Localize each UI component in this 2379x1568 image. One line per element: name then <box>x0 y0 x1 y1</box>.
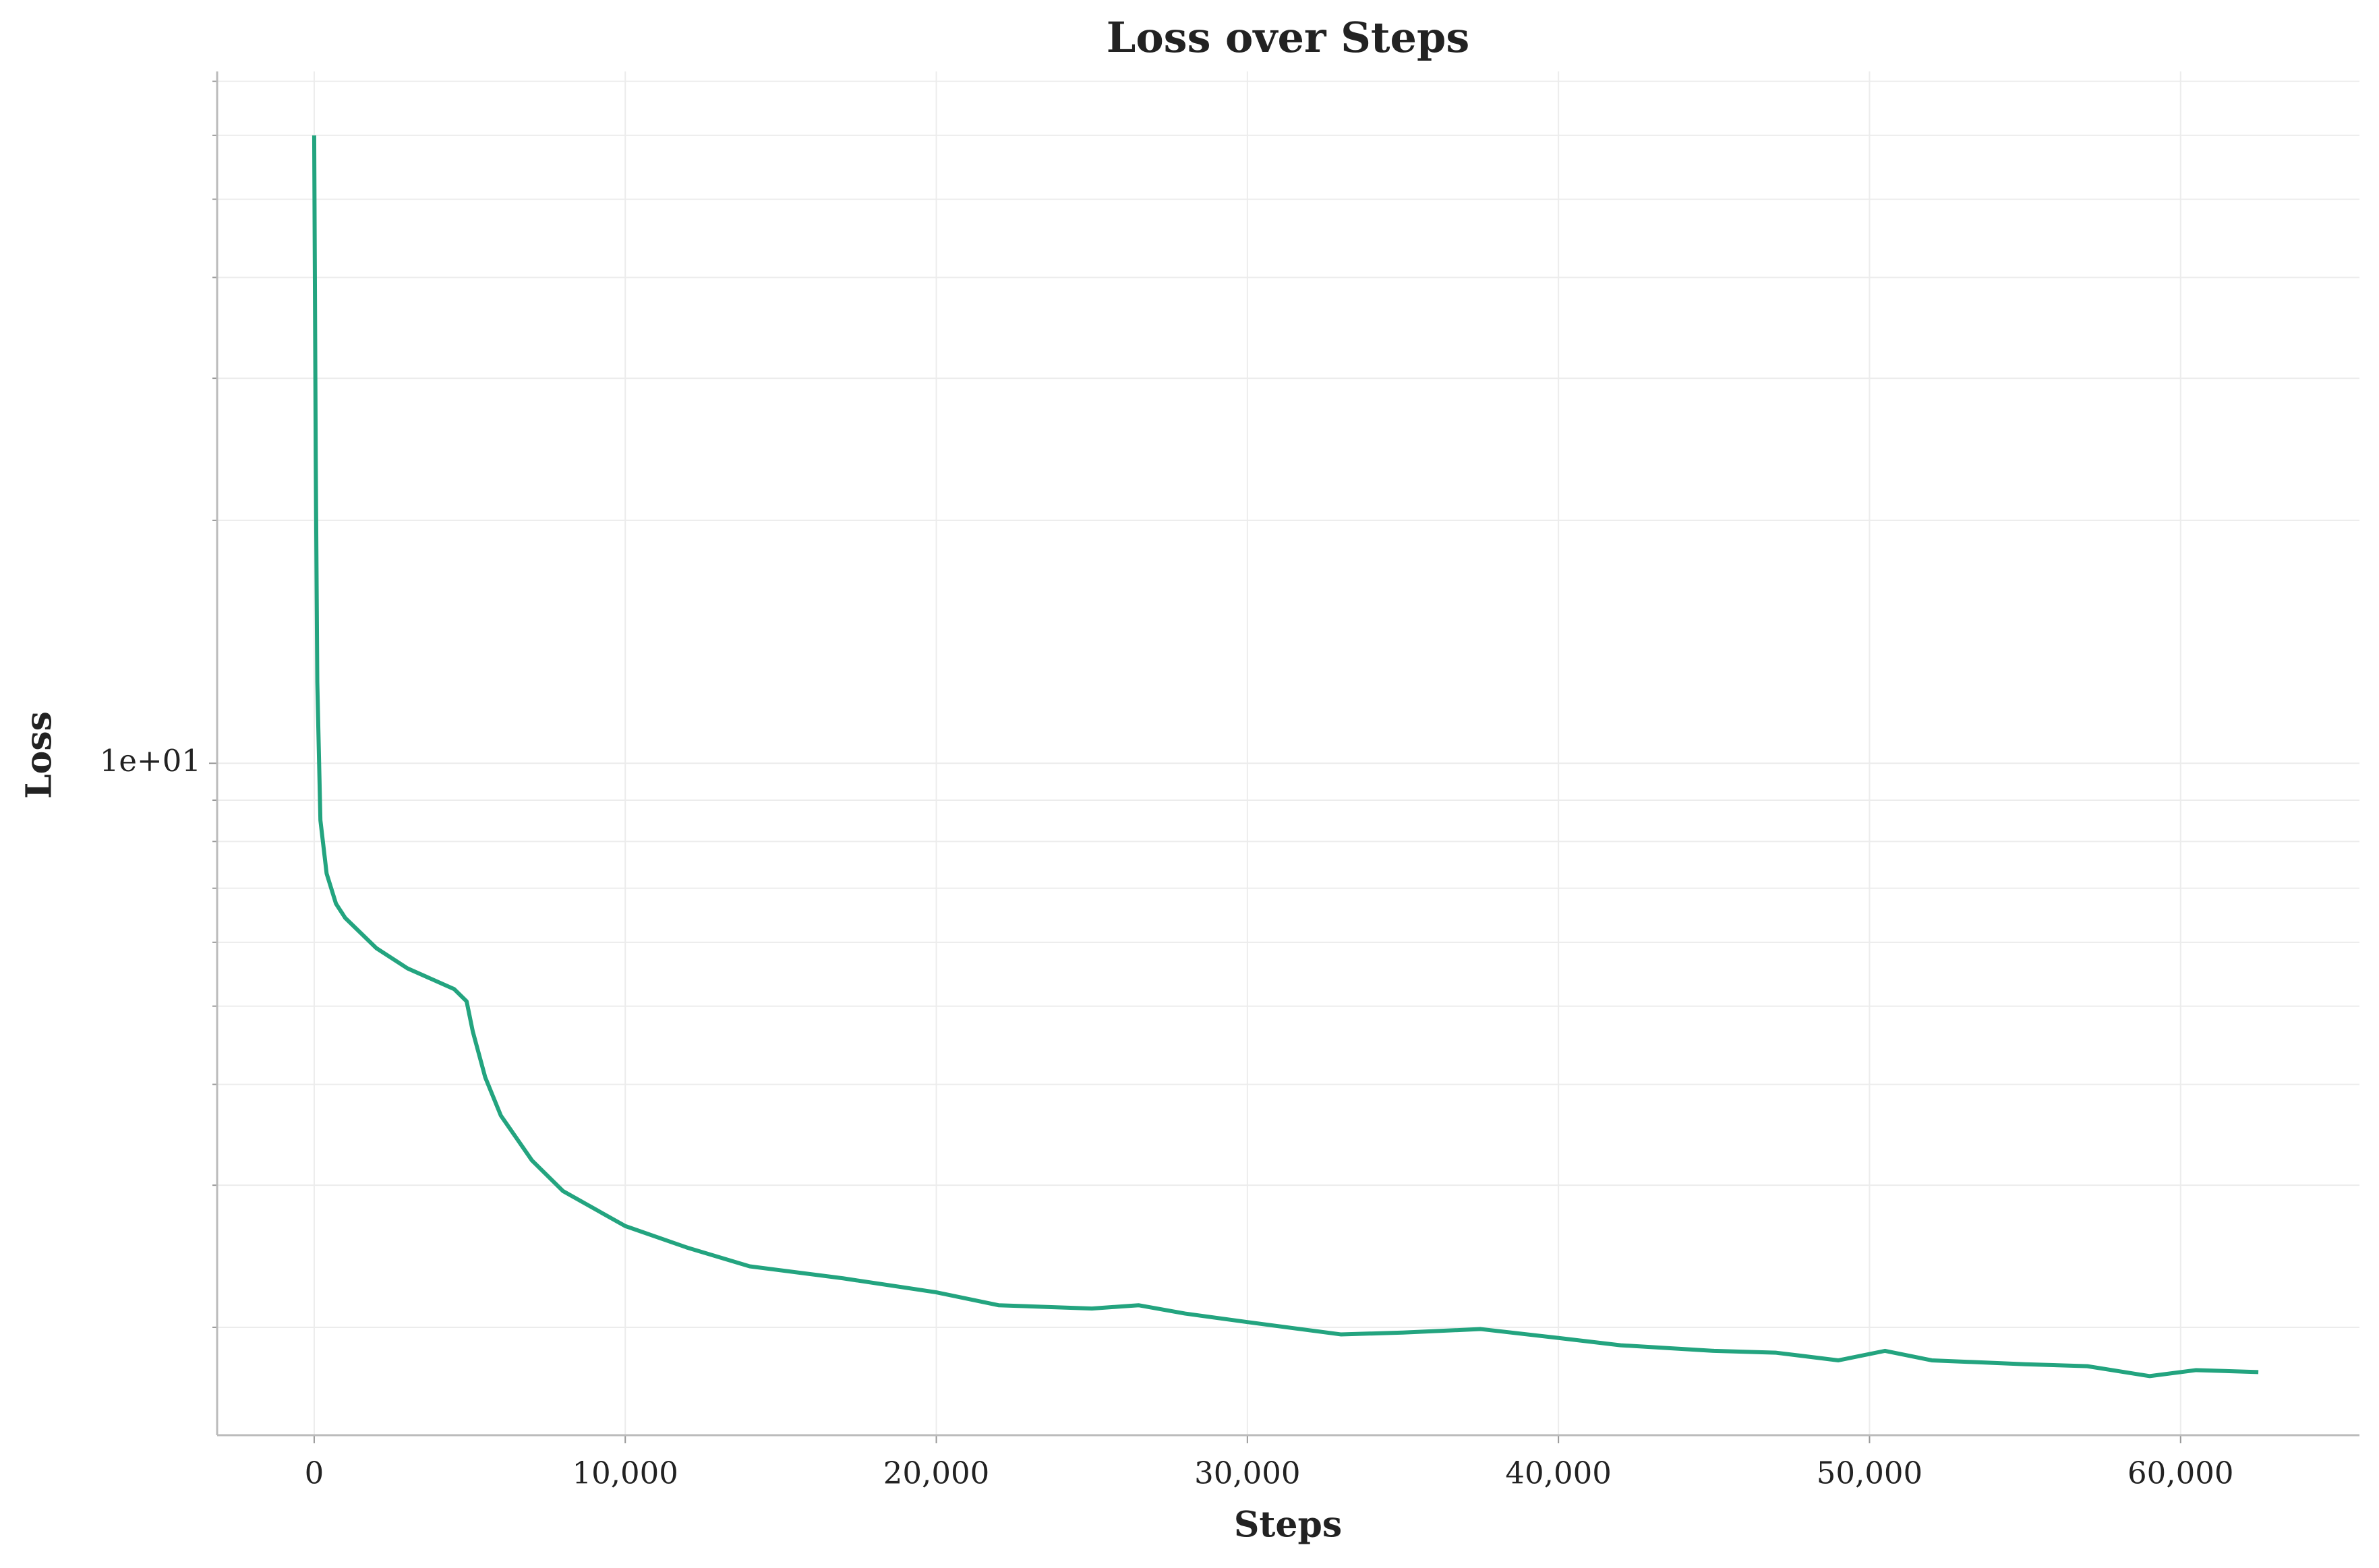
loss-line <box>312 135 2259 1379</box>
chart-title: Loss over Steps <box>1107 13 1470 62</box>
x-tick-label: 40,000 <box>1505 1455 1611 1491</box>
y-tick-label: 1e+01 <box>100 743 201 779</box>
x-tick-label: 20,000 <box>883 1455 989 1491</box>
x-tick-label: 10,000 <box>572 1455 678 1491</box>
x-tick-label: 50,000 <box>1817 1455 1922 1491</box>
y-axis-label: Loss <box>19 711 60 799</box>
x-tick-label: 60,000 <box>2127 1455 2233 1491</box>
x-tick-label: 0 <box>305 1455 324 1491</box>
x-axis-label: Steps <box>1234 1505 1342 1546</box>
x-tick-label: 30,000 <box>1194 1455 1300 1491</box>
